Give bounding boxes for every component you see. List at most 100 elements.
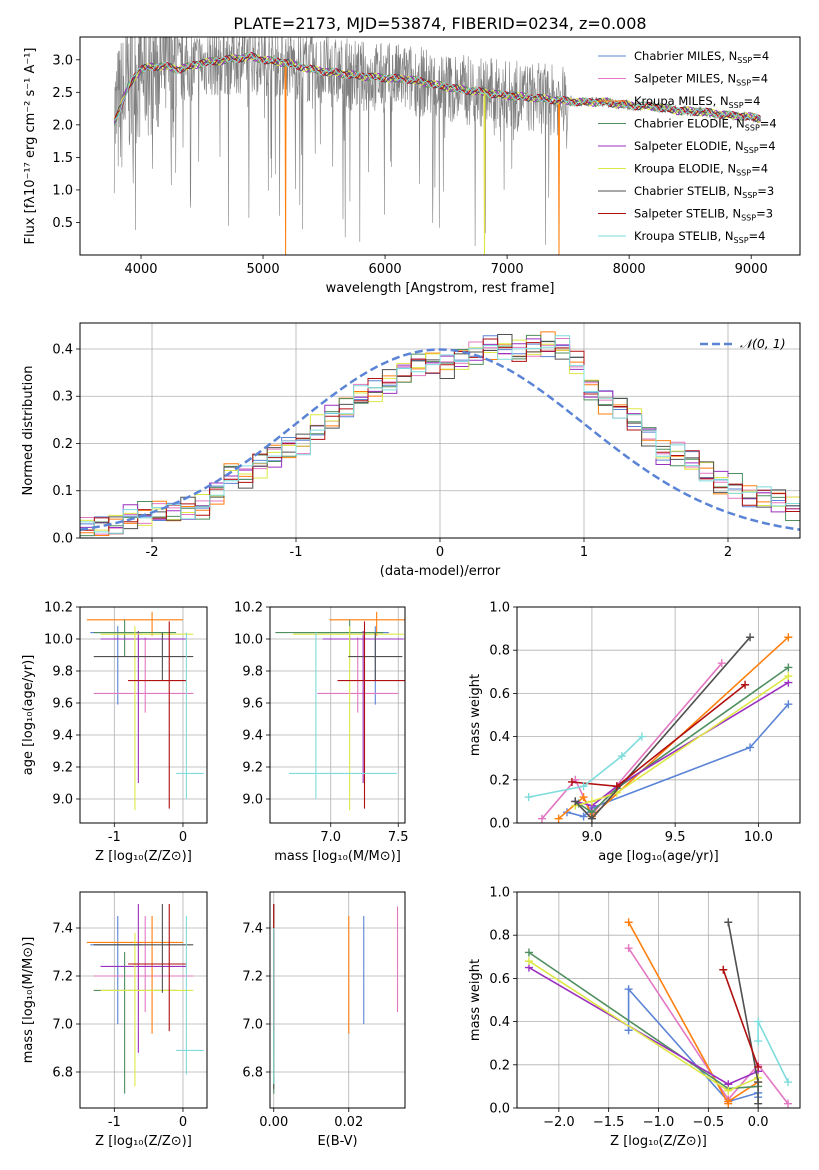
errorbar-salpeter-miles: [317, 637, 399, 713]
y-tick-label: 10.0: [44, 633, 73, 648]
y-axis-label: Flux [fλ10⁻¹⁷ erg cm⁻² s⁻¹ A⁻¹]: [23, 48, 38, 245]
y-tick-label: 9.4: [242, 729, 263, 744]
series-line: [528, 736, 643, 798]
x-axis-label: Z [log₁₀(Z/Z⊙)]: [95, 1134, 192, 1149]
hist-salpeter-stelib: [80, 338, 800, 535]
y-tick-label: 0.0: [489, 1102, 510, 1117]
point-marker: [567, 777, 576, 786]
x-axis-label: Z [log₁₀(Z/Z⊙)]: [95, 849, 192, 864]
weight-vs-age-plot-area: [524, 633, 793, 823]
point-marker: [784, 1099, 793, 1108]
figure-title: PLATE=2173, MJD=53874, FIBERID=0234, z=0…: [233, 14, 646, 33]
point-marker: [571, 797, 580, 806]
series-line: [528, 960, 759, 1092]
point-marker: [719, 965, 728, 974]
axes-frame: [79, 606, 208, 824]
series-salpeter-elodie: [571, 678, 793, 810]
y-tick-label: 0.2: [489, 1058, 510, 1073]
axes-frame: [269, 891, 406, 1109]
series-line: [558, 636, 789, 820]
panels: 4000 5000 6000 7000 8000 9000 0.5 1.0 1.5 2.0 2.5 3…: [21, 36, 801, 1149]
y-tick-label: 0.1: [52, 484, 73, 499]
y-axis-label: mass weight: [468, 674, 483, 756]
y-tick-label: 9.2: [242, 761, 263, 776]
series-line: [578, 666, 789, 814]
series-line: [575, 681, 789, 807]
residual-histogram-plot-area: [80, 331, 800, 537]
y-tick-label: 9.4: [52, 729, 73, 744]
y-tick-label: 0.8: [489, 644, 510, 659]
y-tick-label: 0.8: [489, 929, 510, 944]
gridlines: [80, 892, 207, 1108]
point-marker: [624, 985, 633, 994]
y-tick-label: 6.8: [52, 1066, 73, 1081]
errorbar-kroupa-stelib: [288, 632, 397, 799]
point-marker: [624, 918, 633, 927]
x-tick-label: 7.5: [388, 830, 409, 845]
errorbar-kroupa-miles: [329, 611, 405, 636]
age-vs-mass-axes: 7.0 7.5 9.0 9.2 9.4 9.6 9.8 10.0 10.2 mass [log₁₀…: [234, 601, 409, 865]
point-marker: [617, 752, 626, 761]
x-axis-label: Z [log₁₀(Z/Z⊙)]: [610, 1134, 707, 1149]
point-marker: [784, 672, 793, 681]
y-tick-label: 0.5: [52, 216, 73, 231]
point-marker: [579, 793, 588, 802]
series-kroupa-miles: [554, 633, 793, 823]
errorbar-kroupa-miles: [86, 611, 183, 636]
x-axis-label: mass [log₁₀(M/M⊙)]: [274, 849, 401, 864]
x-tick-label: -1: [290, 545, 303, 560]
point-marker: [746, 743, 755, 752]
errorbar-chabrier-stelib: [93, 904, 194, 993]
spectrum-axes: 4000 5000 6000 7000 8000 9000 0.5 1.0 1.5 2.0 2.5 3…: [23, 36, 801, 296]
x-axis-label: (data-model)/error: [380, 564, 501, 579]
y-tick-label: 0.4: [489, 1015, 510, 1030]
series-line: [541, 662, 723, 820]
x-tick-label: −1.5: [593, 1115, 625, 1130]
y-tick-label: 10.2: [44, 601, 73, 616]
series-line: [575, 675, 789, 807]
y-tick-label: 10.2: [234, 601, 263, 616]
axes-frame: [79, 322, 801, 539]
x-axis-label: age [log₁₀(age/yr)]: [598, 849, 719, 864]
axes-frame: [79, 36, 801, 256]
point-marker: [637, 732, 646, 741]
x-tick-label: 4000: [124, 262, 157, 277]
weight-vs-Z-plot-area: [524, 918, 793, 1108]
axes-frame: [516, 891, 801, 1109]
x-tick-label: -1: [108, 1115, 121, 1130]
errorbar-chabrier-miles: [90, 626, 142, 705]
y-tick-label: 9.6: [52, 697, 73, 712]
series-kroupa-elodie: [571, 672, 793, 810]
axes-frame: [269, 606, 406, 824]
point-marker: [754, 1017, 763, 1026]
legend-label: Kroupa ELODIE, NSSP=4: [634, 162, 768, 178]
errorbar-salpeter-stelib: [128, 621, 187, 809]
x-tick-label: 8000: [613, 262, 646, 277]
x-tick-label: -2: [146, 545, 159, 560]
point-marker: [754, 1078, 763, 1087]
errorbar-salpeter-elodie: [100, 904, 187, 1053]
x-tick-label: 7000: [491, 262, 524, 277]
legend: Chabrier MILES, NSSP=4 Salpeter MILES, NS…: [598, 49, 777, 245]
model-kroupa-stelib: [113, 52, 761, 121]
series-chabrier-stelib: [571, 633, 755, 823]
x-tick-label: −2.0: [543, 1115, 575, 1130]
y-tick-label: 1.0: [489, 886, 510, 901]
point-marker: [624, 1026, 633, 1035]
x-tick-label: 2: [724, 545, 732, 560]
y-axis-label: mass [log₁₀(M/M⊙)]: [21, 937, 36, 1064]
hist-kroupa-stelib: [80, 335, 800, 534]
point-marker: [724, 918, 733, 927]
point-marker: [754, 1062, 763, 1071]
x-tick-label: 6000: [369, 262, 402, 277]
point-marker: [554, 814, 563, 823]
x-tick-label: 0: [179, 1115, 187, 1130]
legend-label: Kroupa STELIB, NSSP=4: [634, 229, 765, 245]
weight-vs-age-axes: 9.0 9.5 10.0 0.0 0.2 0.4 0.6 0.8 1.0 age [log₁₀(a…: [468, 601, 801, 864]
y-tick-label: 7.2: [52, 970, 73, 985]
legend-label: Salpeter ELODIE, NSSP=4: [634, 139, 776, 155]
x-tick-label: 1: [580, 545, 588, 560]
age-vs-Z-axes: -1 0 9.0 9.2 9.4 9.6 9.8 10.0 10.2 Z [log₁₀(Z/Z⊙)…: [21, 601, 208, 864]
weight-vs-Z-axes: −2.0 −1.5 −1.0 −0.5 0.0 0.0 0.2 0.4 0.6 0.8 1.0 Z […: [468, 886, 801, 1149]
